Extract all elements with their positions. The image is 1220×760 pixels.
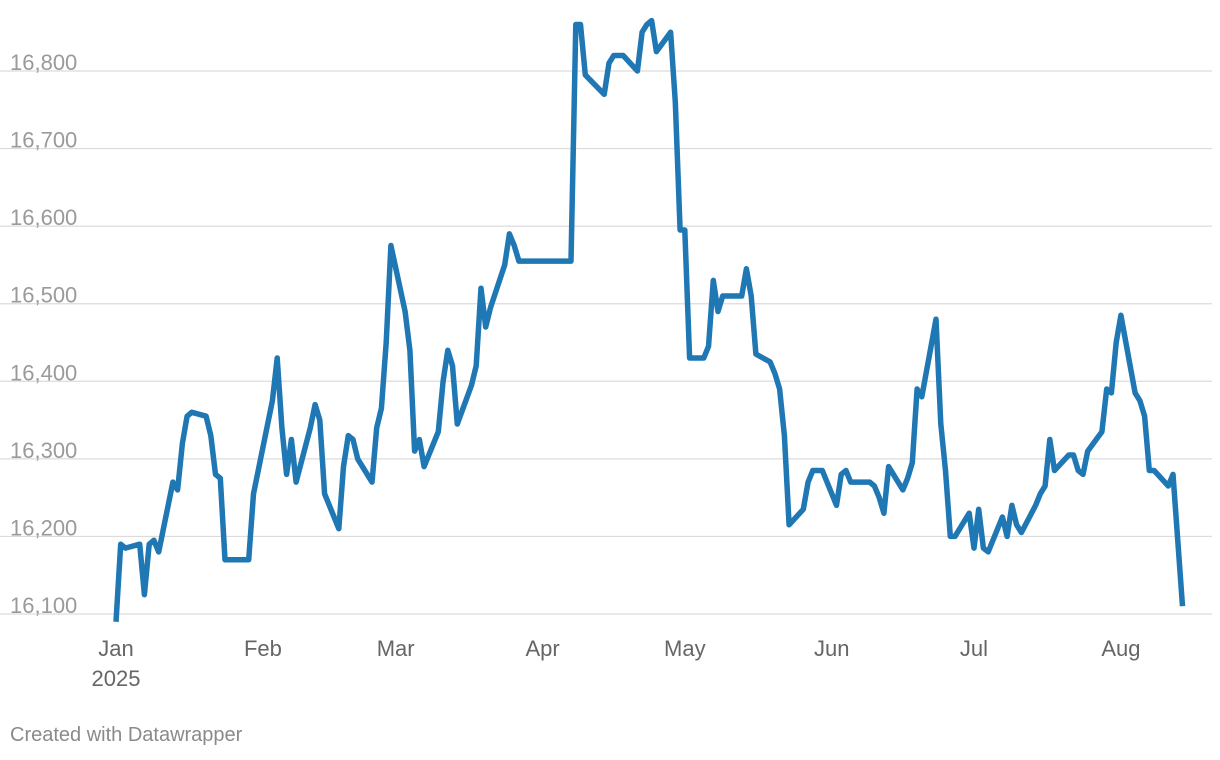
x-tick-sublabel: 2025 xyxy=(92,666,141,691)
x-tick-label: Aug xyxy=(1101,636,1140,661)
y-tick-label: 16,800 xyxy=(10,50,77,75)
y-axis: 16,100 16,200 16,300 16,400 16,500 16,600 16,7… xyxy=(10,50,77,618)
y-tick-label: 16,200 xyxy=(10,515,77,540)
x-tick-label: Jan xyxy=(98,636,133,661)
x-tick-label: Apr xyxy=(525,636,559,661)
y-tick-label: 16,100 xyxy=(10,593,77,618)
x-tick-label: May xyxy=(664,636,706,661)
x-tick-label: Feb xyxy=(244,636,282,661)
y-tick-label: 16,300 xyxy=(10,438,77,463)
x-tick-label: Jul xyxy=(960,636,988,661)
x-axis: Jan 2025 Feb Mar Apr May Jun Jul Aug xyxy=(92,636,1141,691)
x-tick-label: Jun xyxy=(814,636,849,661)
y-tick-label: 16,500 xyxy=(10,283,77,308)
credit-text: Created with Datawrapper xyxy=(10,724,243,746)
y-tick-label: 16,600 xyxy=(10,205,77,230)
grid-lines xyxy=(0,70,1212,615)
series-group xyxy=(113,17,1186,622)
x-tick-label: Mar xyxy=(377,636,415,661)
series-line xyxy=(113,17,1186,622)
y-tick-label: 16,700 xyxy=(10,128,77,153)
line-chart: 16,100 16,200 16,300 16,400 16,500 16,600 16,7… xyxy=(0,17,1212,691)
y-tick-label: 16,400 xyxy=(10,360,77,385)
